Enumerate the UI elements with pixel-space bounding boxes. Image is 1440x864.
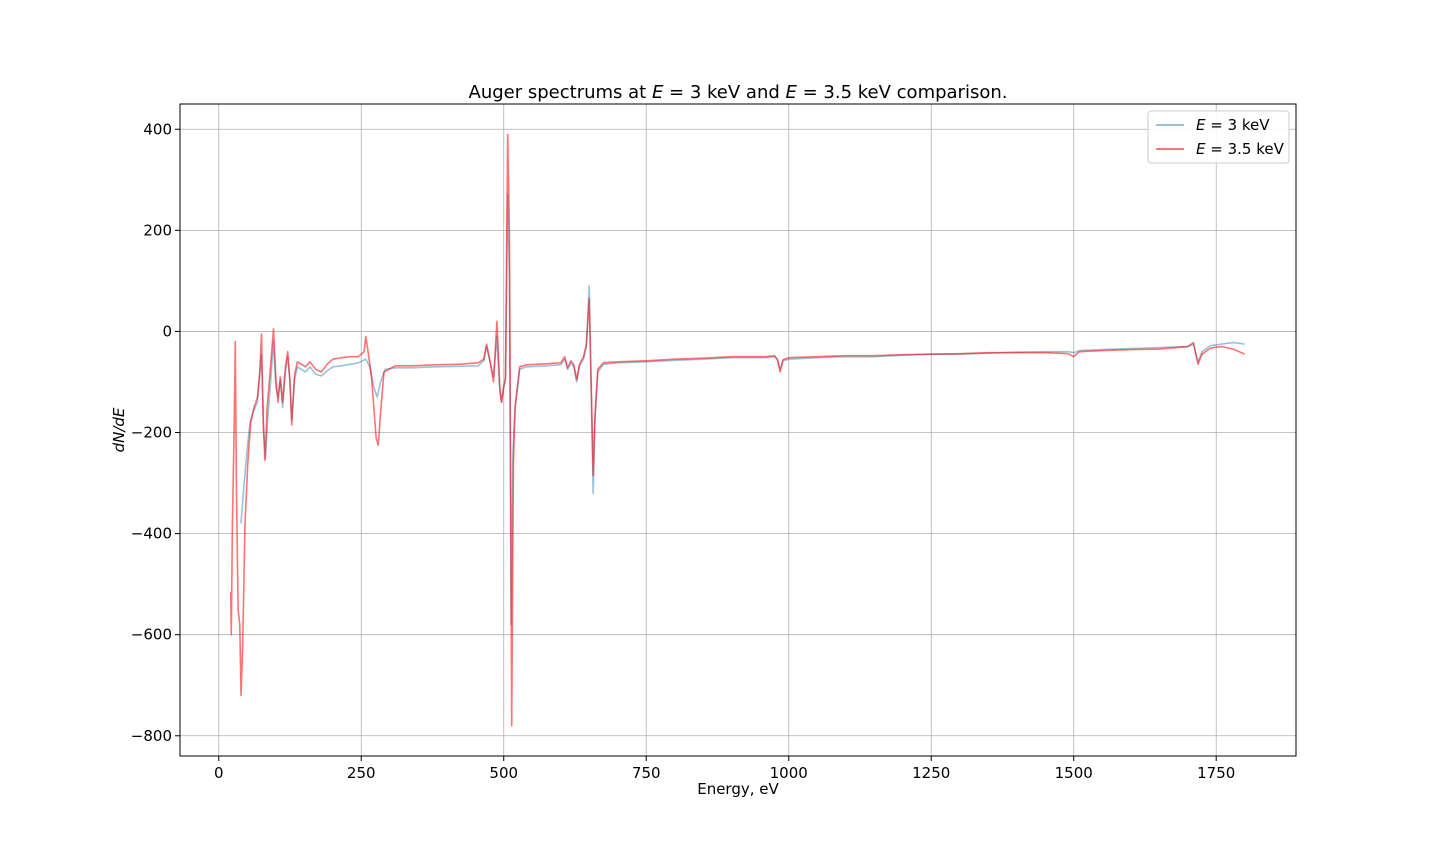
y-axis-label: dN/dE [110,407,128,452]
y-tick-label: 400 [143,120,172,138]
x-axis-label: Energy, eV [697,780,779,798]
y-tick-label: 200 [143,221,172,239]
legend-label-1: E = 3.5 keV [1196,140,1285,158]
x-tick-label: 1750 [1197,764,1235,782]
plot-area: 0 250 500 750 1000 1250 1500 1750 400 200 0 −200 −4… [131,103,1297,782]
x-tick-label: 0 [214,764,224,782]
legend: E = 3 keV E = 3.5 keV [1147,110,1290,164]
x-tick-label: 750 [632,764,661,782]
x-tick-label: 500 [489,764,518,782]
x-tick-label: 250 [347,764,376,782]
chart-title: Auger spectrums at E = 3 keV and E = 3.5… [469,82,1008,103]
y-tick-label: −800 [131,727,172,745]
x-tick-label: 1500 [1055,764,1093,782]
y-ticks: 400 200 0 −200 −400 −600 −800 [131,120,180,745]
x-tick-label: 1250 [912,764,950,782]
series-line-1 [229,133,1246,727]
series-layer [229,133,1246,727]
y-tick-label: −600 [131,626,172,644]
axes-frame [179,103,1297,757]
x-tick-label: 1000 [770,764,808,782]
legend-label-0: E = 3 keV [1196,116,1270,134]
x-ticks: 0 250 500 750 1000 1250 1500 1750 [214,756,1235,782]
y-tick-label: −200 [131,424,172,442]
grid-lines [180,104,1296,756]
y-tick-label: −400 [131,525,172,543]
y-tick-label: 0 [162,322,172,340]
